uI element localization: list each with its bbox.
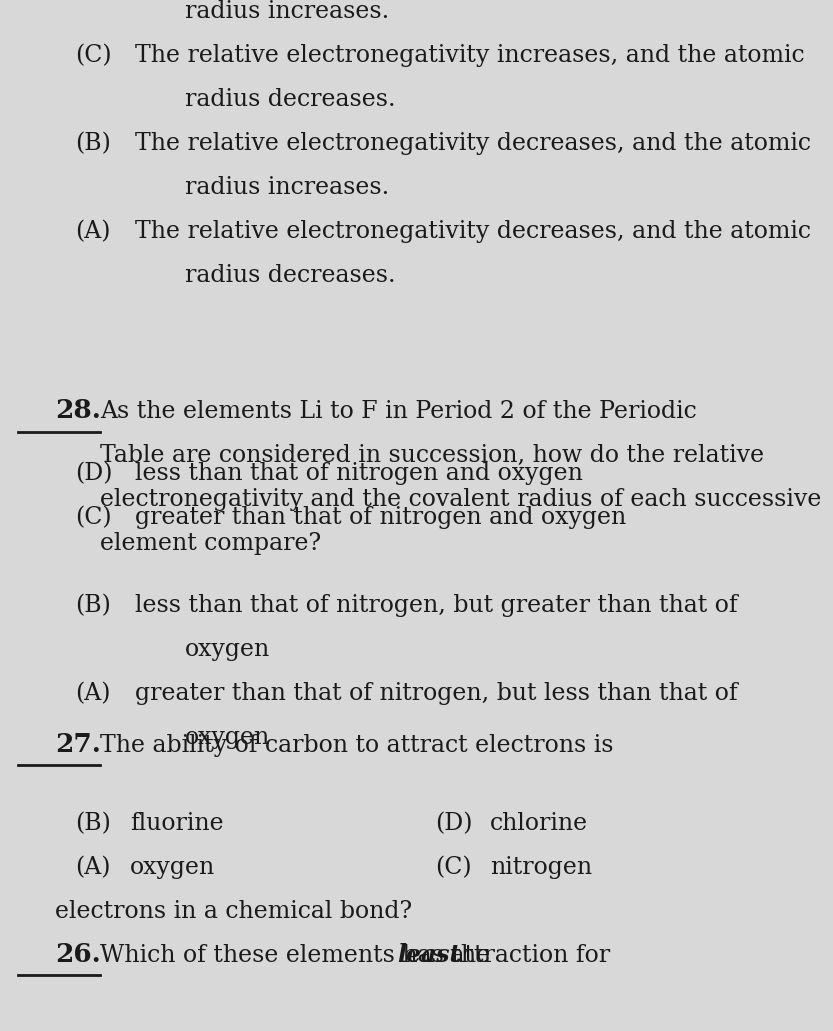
Text: element compare?: element compare? (100, 532, 322, 555)
Text: (A): (A) (75, 856, 111, 879)
Text: 26.: 26. (55, 942, 101, 967)
Text: electronegativity and the covalent radius of each successive: electronegativity and the covalent radiu… (100, 488, 821, 511)
Text: radius increases.: radius increases. (185, 176, 389, 199)
Text: radius decreases.: radius decreases. (185, 264, 396, 287)
Text: fluorine: fluorine (130, 812, 223, 835)
Text: (C): (C) (435, 856, 471, 879)
Text: oxygen: oxygen (130, 856, 215, 879)
Text: (B): (B) (75, 132, 111, 155)
Text: electrons in a chemical bond?: electrons in a chemical bond? (55, 900, 412, 923)
Text: attraction for: attraction for (442, 944, 610, 967)
Text: (D): (D) (75, 462, 112, 485)
Text: (A): (A) (75, 681, 111, 705)
Text: 27.: 27. (55, 732, 101, 757)
Text: (B): (B) (75, 812, 111, 835)
Text: (C): (C) (75, 44, 112, 67)
Text: less than that of nitrogen and oxygen: less than that of nitrogen and oxygen (135, 462, 583, 485)
Text: oxygen: oxygen (185, 726, 270, 749)
Text: least: least (397, 943, 461, 967)
Text: The relative electronegativity increases, and the atomic: The relative electronegativity increases… (135, 44, 805, 67)
Text: less than that of nitrogen, but greater than that of: less than that of nitrogen, but greater … (135, 594, 738, 617)
Text: oxygen: oxygen (185, 638, 270, 661)
Text: (A): (A) (75, 220, 111, 243)
Text: greater than that of nitrogen and oxygen: greater than that of nitrogen and oxygen (135, 506, 626, 529)
Text: radius increases.: radius increases. (185, 0, 389, 23)
Text: Which of these elements has the: Which of these elements has the (100, 944, 497, 967)
Text: chlorine: chlorine (490, 812, 588, 835)
Text: (B): (B) (75, 594, 111, 617)
Text: The relative electronegativity decreases, and the atomic: The relative electronegativity decreases… (135, 220, 811, 243)
Text: The ability of carbon to attract electrons is: The ability of carbon to attract electro… (100, 734, 613, 757)
Text: (C): (C) (75, 506, 112, 529)
Text: nitrogen: nitrogen (490, 856, 592, 879)
Text: greater than that of nitrogen, but less than that of: greater than that of nitrogen, but less … (135, 681, 738, 705)
Text: Table are considered in succession, how do the relative: Table are considered in succession, how … (100, 444, 764, 467)
Text: As the elements Li to F in Period 2 of the Periodic: As the elements Li to F in Period 2 of t… (100, 400, 696, 423)
Text: (D): (D) (435, 812, 472, 835)
Text: The relative electronegativity decreases, and the atomic: The relative electronegativity decreases… (135, 132, 811, 155)
Text: 28.: 28. (55, 398, 101, 423)
Text: radius decreases.: radius decreases. (185, 88, 396, 111)
